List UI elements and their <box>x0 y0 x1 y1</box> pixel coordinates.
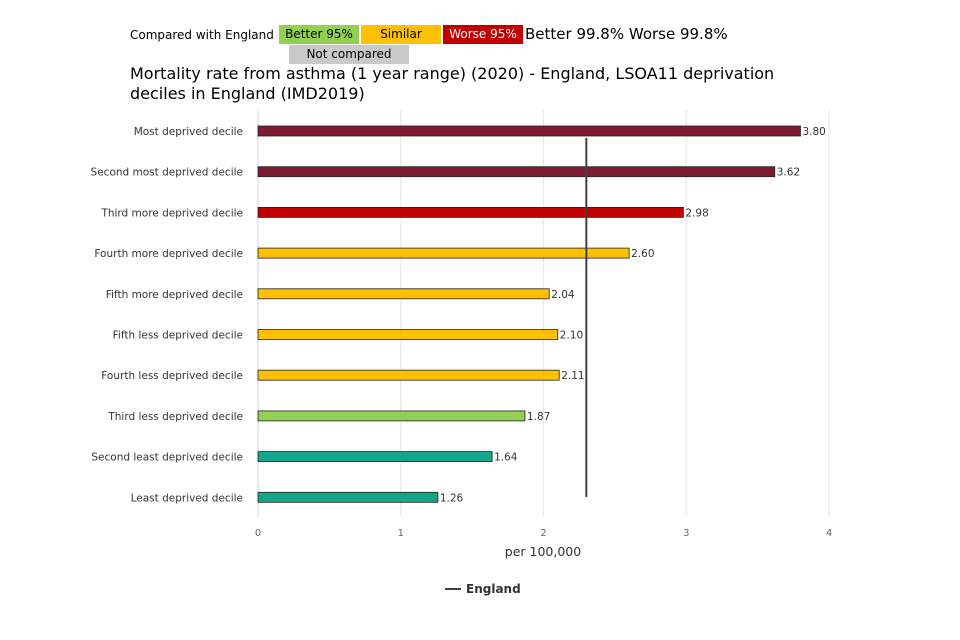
bar <box>257 410 526 422</box>
bar <box>257 247 630 259</box>
category-label: Fourth less deprived decile <box>101 370 243 382</box>
legend-england-label: England <box>466 582 521 596</box>
key-better95: Better 95% <box>279 25 359 44</box>
key-worse95: Worse 95% <box>443 25 523 44</box>
bar <box>257 288 550 300</box>
key-99-8: Better 99.8% Worse 99.8% <box>525 25 728 43</box>
x-tick-label: 3 <box>683 528 689 539</box>
data-label: 2.98 <box>685 207 708 219</box>
category-label: Second least deprived decile <box>91 452 243 464</box>
key-similar: Similar <box>361 25 441 44</box>
category-label: Second most deprived decile <box>91 167 243 179</box>
data-label: 2.10 <box>560 330 583 342</box>
category-label: Third more deprived decile <box>100 207 243 219</box>
data-label: 2.60 <box>631 248 654 260</box>
data-label: 1.64 <box>494 452 518 464</box>
data-label: 1.87 <box>527 411 550 423</box>
bar <box>257 329 559 340</box>
x-tick-label: 4 <box>826 528 832 539</box>
data-label: 2.11 <box>561 370 584 382</box>
data-label: 1.26 <box>440 492 464 504</box>
category-label: Most deprived decile <box>134 126 243 138</box>
category-label: Least deprived decile <box>131 492 243 504</box>
legend-key-label: Compared with England <box>130 28 274 42</box>
bar <box>257 206 684 218</box>
bar <box>257 451 493 463</box>
key-not-compared: Not compared <box>289 45 409 64</box>
bar <box>257 491 439 503</box>
bar <box>257 369 560 381</box>
data-label: 2.04 <box>551 289 575 301</box>
bar <box>257 125 801 137</box>
category-label: Third less deprived decile <box>107 411 243 423</box>
category-label: Fourth more deprived decile <box>94 248 243 260</box>
data-label: 3.80 <box>802 126 825 138</box>
bar <box>257 166 776 178</box>
x-tick-label: 2 <box>540 528 546 539</box>
x-axis-title: per 100,000 <box>505 544 581 559</box>
data-label: 3.62 <box>777 167 800 179</box>
category-label: Fifth more deprived decile <box>106 289 243 301</box>
category-label: Fifth less deprived decile <box>113 330 243 342</box>
chart-title: Mortality rate from asthma (1 year range… <box>130 64 775 103</box>
x-tick-label: 0 <box>255 528 261 539</box>
x-tick-label: 1 <box>398 528 404 539</box>
